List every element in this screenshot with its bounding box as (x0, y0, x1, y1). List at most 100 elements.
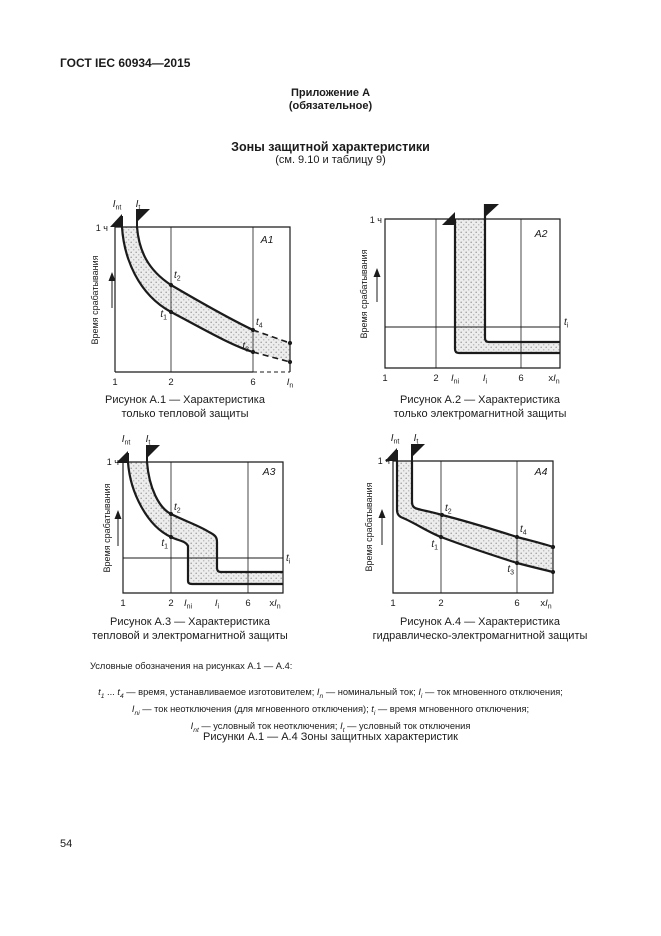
caption-line: только электромагнитной защиты (393, 407, 567, 420)
a3-tripping-zone (128, 462, 283, 584)
a1-t1-label: t1 (160, 309, 167, 322)
a2-upper-curve (483, 204, 560, 344)
a4-t4-label: t4 (520, 524, 527, 537)
a4-y-axis-arrowhead-icon (378, 509, 386, 518)
svg-text:xIn: xIn (548, 373, 559, 386)
a4-t3-label: t3 (507, 564, 514, 577)
a2-lower-curve (453, 219, 560, 355)
a2-ii-arrowhead-icon (485, 204, 499, 217)
a2-tripping-zone (455, 219, 560, 353)
svg-text:1: 1 (390, 598, 395, 609)
caption-line: тепловой и электромагнитной защиты (92, 629, 288, 642)
svg-text:1: 1 (120, 598, 125, 609)
a4-one-hour-label: 1 ч (378, 456, 391, 466)
svg-text:xIn: xIn (269, 598, 280, 611)
document-number: ГОСТ IEC 60934—2015 (60, 56, 191, 70)
a1-it-arrowhead-icon (137, 209, 150, 222)
a1-one-hour-label: 1 ч (96, 223, 109, 233)
a1-x-ticks: 1 2 6 In (112, 377, 293, 390)
a1-int-label: Int (113, 199, 122, 212)
svg-text:6: 6 (245, 598, 250, 609)
a1-dashed-tails (252, 329, 291, 363)
a1-panel-label: A1 (260, 234, 274, 246)
a3-y-axis-label: Время срабатывания (102, 483, 112, 572)
a4-it-label: It (414, 433, 419, 446)
a3-x-ticks: 1 2 Ini Ii 6 xIn (120, 598, 280, 611)
svg-text:Ini: Ini (451, 373, 460, 386)
a3-it-arrowhead-icon (147, 445, 160, 458)
svg-text:Ini: Ini (184, 598, 193, 611)
a4-t2-label: t2 (445, 503, 452, 516)
figure-a4-plot: 1 ч Int It A4 Время срабатывания t2 t1 t… (364, 433, 556, 611)
a4-gridlines (440, 461, 518, 593)
a4-y-axis-label: Время срабатывания (364, 482, 374, 571)
a1-gridlines (170, 227, 254, 372)
a2-x-ticks: 1 2 Ini Ii 6 xIn (382, 373, 559, 386)
caption-line: Рисунок А.1 — Характеристика (105, 394, 265, 406)
a3-y-axis-arrowhead-icon (114, 510, 122, 519)
a2-ini-arrowhead-icon (442, 212, 455, 225)
a3-point-dots (168, 511, 174, 540)
a2-panel-label: A2 (534, 228, 548, 240)
svg-text:2: 2 (438, 598, 443, 609)
a4-panel-label: A4 (534, 466, 548, 478)
a3-t2-label: t2 (174, 502, 181, 515)
legend-intro: Условные обозначения на рисунках А.1 — А… (90, 661, 293, 671)
a1-plot-box (114, 226, 291, 372)
svg-text:1: 1 (112, 377, 117, 388)
a1-point-dots (168, 282, 293, 365)
a3-upper-curve (145, 461, 283, 574)
a3-lower-curve (126, 461, 283, 586)
svg-text:Ii: Ii (215, 598, 220, 611)
svg-text:2: 2 (168, 377, 173, 388)
svg-text:6: 6 (514, 598, 519, 609)
svg-text:xIn: xIn (540, 598, 551, 611)
legend-line: Int — условный ток неотключения; It — ус… (190, 720, 471, 734)
svg-text:Ii: Ii (483, 373, 488, 386)
a1-t2-label: t2 (174, 270, 181, 283)
a2-plot-box (384, 218, 561, 369)
a4-it-arrowhead-icon (412, 444, 425, 457)
page-number: 54 (60, 838, 73, 850)
appendix-note: (обязательное) (288, 100, 373, 112)
a4-point-dots (438, 512, 556, 575)
caption-line: гидравлическо-электромагнитной защиты (372, 629, 588, 642)
a3-one-hour-label: 1 ч (107, 457, 120, 467)
svg-text:6: 6 (518, 373, 523, 384)
section-subtitle: (см. 9.10 и таблицу 9) (275, 154, 386, 166)
svg-text:In: In (287, 377, 294, 390)
appendix-title: Приложение А (290, 87, 371, 99)
a4-int-arrowhead-icon (385, 448, 397, 461)
figure-a2-plot: 1 ч A2 Время срабатывания ti 1 2 Ini Ii … (359, 204, 569, 386)
figure-a3-plot: 1 ч Int It A3 Время срабатывания t2 t1 t… (102, 434, 291, 611)
caption-line: Рисунок А.2 — Характеристика (400, 394, 560, 406)
a1-it-label: It (136, 199, 141, 212)
svg-text:1: 1 (382, 373, 387, 384)
a4-plot-box (392, 460, 554, 594)
figure-a3-caption: Рисунок А.3 — Характеристика тепловой и … (55, 616, 325, 643)
a1-int-arrowhead-icon (110, 214, 122, 227)
a2-one-hour-label: 1 ч (370, 215, 383, 225)
caption-line: Рисунок А.4 — Характеристика (400, 616, 560, 628)
caption-line: только тепловой защиты (121, 407, 249, 420)
svg-text:2: 2 (433, 373, 438, 384)
caption-line: Рисунок А.3 — Характеристика (110, 616, 270, 628)
a3-t1-label: t1 (161, 538, 168, 551)
a3-ti-label: ti (286, 553, 291, 566)
svg-text:2: 2 (168, 598, 173, 609)
a3-plot-box (122, 461, 284, 594)
a2-y-axis-arrowhead-icon (373, 268, 381, 277)
a3-int-label: Int (122, 434, 131, 447)
a1-y-axis-arrowhead-icon (108, 272, 116, 281)
figure-a1-caption: Рисунок А.1 — Характеристика только тепл… (60, 394, 310, 421)
svg-text:6: 6 (250, 377, 255, 388)
a4-t1-label: t1 (431, 539, 438, 552)
a3-it-label: It (146, 434, 151, 447)
section-title: Зоны защитной характеристики (231, 140, 430, 154)
a1-tripping-zone (122, 227, 290, 362)
legend-definitions: t1 ... t4 — время, устанавливаемое изгот… (0, 686, 661, 737)
legend-line: Ini — ток неотключения (для мгновенного … (131, 703, 530, 717)
a4-x-ticks: 1 2 6 xIn (390, 598, 551, 611)
figure-a4-caption: Рисунок А.4 — Характеристика гидравличес… (340, 616, 620, 643)
